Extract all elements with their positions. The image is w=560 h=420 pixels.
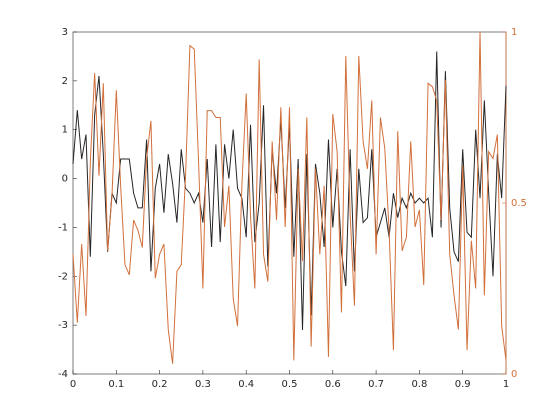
x-tick-label: 1	[503, 379, 509, 390]
y-tick-label: -3	[58, 320, 68, 331]
x-tick-label: 0.3	[195, 379, 211, 390]
x-tick-label: 0.2	[152, 379, 168, 390]
y-tick-label: -1	[58, 222, 68, 233]
x-tick-label: 0.7	[368, 379, 384, 390]
x-tick-label: 0.4	[238, 379, 254, 390]
line-series	[72, 51, 507, 331]
x-tick-label: 0.6	[325, 379, 341, 390]
y-tick-label: -2	[58, 271, 68, 282]
y-tick-label: 2	[62, 76, 68, 87]
y-tick-label: 0	[62, 174, 68, 185]
y-tick-label: -4	[58, 369, 68, 380]
y-tick-label: 3	[62, 27, 68, 38]
line-series	[72, 31, 507, 364]
plot-area	[72, 31, 507, 375]
x-tick-label: 0.5	[282, 379, 298, 390]
x-tick-label: 0	[70, 379, 76, 390]
y2-tick-label: 0	[511, 369, 517, 380]
y-tick-label: 1	[62, 125, 68, 136]
y2-tick-label: 0.5	[511, 198, 527, 209]
x-tick-label: 0.9	[455, 379, 471, 390]
x-tick-label: 0.8	[411, 379, 427, 390]
y2-tick-label: 1	[511, 27, 517, 38]
x-tick-label: 0.1	[108, 379, 124, 390]
